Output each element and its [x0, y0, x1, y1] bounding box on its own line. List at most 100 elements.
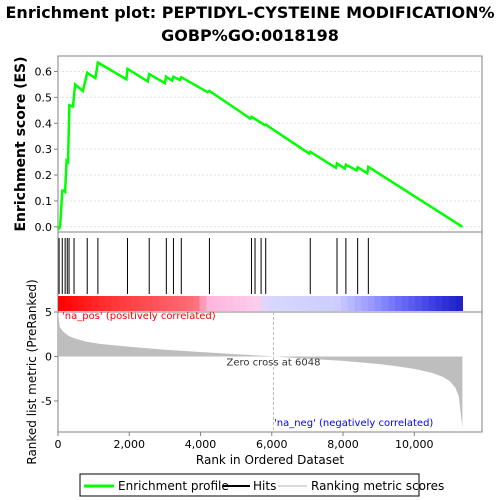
- es-y-tick-label: 0.4: [35, 117, 53, 130]
- x-tick-label: 10,000: [395, 438, 434, 451]
- heatmap-segment: [273, 296, 282, 311]
- es-y-tick-label: 0.6: [35, 66, 53, 79]
- heatmap-segment: [374, 296, 383, 311]
- heatmap-segment: [327, 296, 335, 311]
- ranked-metric-panel: Zero cross at 6048 'na_pos' (positively …: [25, 279, 483, 465]
- heatmap-segment: [368, 296, 376, 311]
- heatmap-segment: [361, 296, 369, 311]
- es-panel-frame: [57, 55, 483, 233]
- x-tick-label: 8,000: [327, 438, 359, 451]
- heatmap-segment: [266, 296, 275, 311]
- heatmap-segment: [341, 296, 349, 311]
- x-tick-label: 0: [55, 438, 62, 451]
- heatmap-segment: [111, 296, 120, 311]
- es-y-tick-label: 0.1: [35, 195, 53, 208]
- x-axis-label: Rank in Ordered Dataset: [196, 453, 344, 467]
- heatmap-segment: [199, 296, 207, 311]
- legend: Enrichment profile Hits Ranking metric s…: [79, 473, 444, 497]
- heatmap-segment: [455, 296, 464, 311]
- heatmap-segment: [287, 296, 295, 311]
- heatmap-segment: [192, 296, 201, 311]
- heatmap-segment: [448, 296, 457, 311]
- es-panel: 0.0 0.1 0.2 0.3 0.4 0.5 0.6 Enrichment score (…: [13, 55, 483, 234]
- heatmap-segment: [226, 296, 234, 311]
- heatmap-segment: [314, 296, 322, 311]
- zero-cross-label: Zero cross at 6048: [226, 357, 320, 368]
- heatmap-segment: [98, 296, 106, 311]
- positive-correlation-label: 'na_pos' (positively correlated): [62, 311, 216, 322]
- heatmap-segment: [354, 296, 362, 311]
- es-y-tick-label: 0.3: [35, 143, 53, 156]
- heatmap-segment: [347, 296, 356, 311]
- heatmap-segment: [213, 296, 221, 311]
- x-tick-label: 6,000: [256, 438, 288, 451]
- chart-title-line-2: GOBP%GO:0018198: [161, 26, 339, 45]
- legend-ranking-metric-label: Ranking metric scores: [311, 479, 444, 493]
- heatmap-segment: [280, 296, 288, 311]
- hit-markers: [58, 238, 369, 294]
- heatmap-segment: [78, 296, 86, 311]
- heatmap-segment: [395, 296, 403, 311]
- heatmap-segment: [132, 296, 140, 311]
- heatmap-segment: [84, 296, 93, 311]
- heatmap-segment: [442, 296, 450, 311]
- es-gridlines: [58, 71, 482, 228]
- heatmap-segment: [388, 296, 396, 311]
- heatmap-segment: [334, 296, 342, 311]
- heatmap-segment: [165, 296, 174, 311]
- rank-y-tick-label: -5: [41, 395, 52, 408]
- heatmap-segment: [179, 296, 187, 311]
- heatmap-segment: [125, 296, 133, 311]
- ranked-metric-panel-frame: [57, 311, 483, 433]
- heatmap-segment: [138, 296, 147, 311]
- heatmap-segment: [320, 296, 329, 311]
- hits-panel: [57, 231, 483, 313]
- x-tick-label: 4,000: [185, 438, 217, 451]
- heatmap-segment: [381, 296, 389, 311]
- heatmap-segment: [219, 296, 228, 311]
- rank-heatmap-bar: [58, 296, 464, 311]
- heatmap-segment: [206, 296, 214, 311]
- heatmap-segment: [260, 296, 268, 311]
- heatmap-segment: [300, 296, 308, 311]
- chart-title-line-1: Enrichment plot: PEPTIDYL-CYSTEINE MODIF…: [6, 3, 495, 22]
- rank-y-tick-label: 5: [45, 306, 52, 319]
- heatmap-segment: [145, 296, 153, 311]
- heatmap-segment: [186, 296, 194, 311]
- rank-y-tick-label: 0: [45, 350, 52, 363]
- heatmap-segment: [71, 296, 79, 311]
- es-y-tick-label: 0.5: [35, 91, 53, 104]
- heatmap-segment: [253, 296, 261, 311]
- heatmap-segment: [239, 296, 248, 311]
- heatmap-segment: [58, 296, 66, 311]
- heatmap-segment: [421, 296, 430, 311]
- heatmap-segment: [172, 296, 180, 311]
- heatmap-segment: [401, 296, 410, 311]
- heatmap-segment: [408, 296, 416, 311]
- es-y-tick-label: 0.0: [35, 221, 53, 234]
- heatmap-segment: [246, 296, 255, 311]
- heatmap-segment: [415, 296, 423, 311]
- negative-correlation-label: 'na_neg' (negatively correlated): [274, 418, 433, 429]
- legend-hits-label: Hits: [253, 479, 276, 493]
- es-y-axis-label: Enrichment score (ES): [13, 56, 29, 231]
- heatmap-segment: [91, 296, 100, 311]
- x-tick-label: 2,000: [114, 438, 146, 451]
- rank-y-axis-ticks: 5 0 -5: [41, 306, 58, 408]
- heatmap-segment: [152, 296, 160, 311]
- enrichment-profile-line: [57, 60, 464, 231]
- heatmap-segment: [293, 296, 302, 311]
- rank-y-axis-label: Ranked list metric (PreRanked): [25, 279, 39, 464]
- heatmap-segment: [159, 296, 167, 311]
- es-y-axis-ticks: 0.0 0.1 0.2 0.3 0.4 0.5 0.6: [35, 66, 58, 234]
- heatmap-segment: [118, 296, 127, 311]
- heatmap-segment: [428, 296, 437, 311]
- heatmap-segment: [105, 296, 113, 311]
- es-y-tick-label: 0.2: [35, 169, 53, 182]
- heatmap-segment: [435, 296, 443, 311]
- heatmap-segment: [64, 296, 73, 311]
- legend-enrichment-profile-label: Enrichment profile: [118, 479, 229, 493]
- x-axis-ticks: 0 2,000 4,000 6,000 8,000 10,000: [55, 432, 434, 451]
- heatmap-segment: [307, 296, 315, 311]
